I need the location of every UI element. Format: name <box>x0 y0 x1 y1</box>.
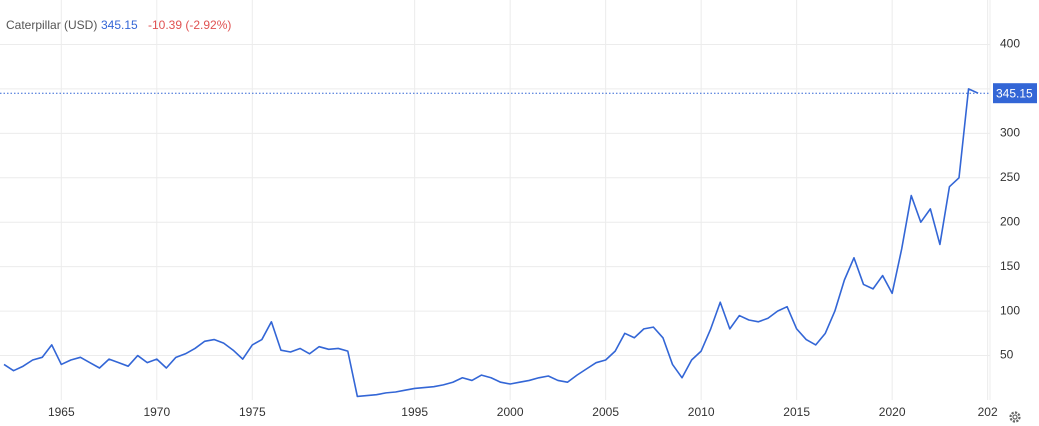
x-tick-label: 1965 <box>48 405 75 419</box>
x-tick-label: 2000 <box>497 405 524 419</box>
grid <box>0 0 991 400</box>
y-tick-label: 400 <box>1000 37 1020 51</box>
x-tick-label: 2010 <box>688 405 715 419</box>
y-tick-label: 200 <box>1000 214 1020 228</box>
x-tick-label: 2005 <box>592 405 619 419</box>
y-tick-label: 50 <box>1000 348 1014 362</box>
chart-title: Caterpillar (USD) <box>6 18 97 32</box>
y-tick-label: 100 <box>1000 303 1020 317</box>
y-tick-label: 300 <box>1000 126 1020 140</box>
last-price-box <box>993 83 1037 104</box>
price-line <box>3 88 979 398</box>
x-tick-label: 2020 <box>879 405 906 419</box>
x-tick-label: 1995 <box>401 405 428 419</box>
last-price-label: 345.15 <box>996 86 1033 100</box>
settings-icon[interactable] <box>1009 411 1021 423</box>
x-tick-label: 1970 <box>143 405 170 419</box>
price-change: -10.39 (-2.92%) <box>148 18 231 32</box>
x-tick-label: 1975 <box>239 405 266 419</box>
y-tick-label: 150 <box>1000 259 1020 273</box>
y-tick-label: 250 <box>1000 170 1020 184</box>
x-tick-label: 2015 <box>783 405 810 419</box>
x-tick-label: 202 <box>978 405 998 419</box>
last-price: 345.15 <box>101 18 138 32</box>
